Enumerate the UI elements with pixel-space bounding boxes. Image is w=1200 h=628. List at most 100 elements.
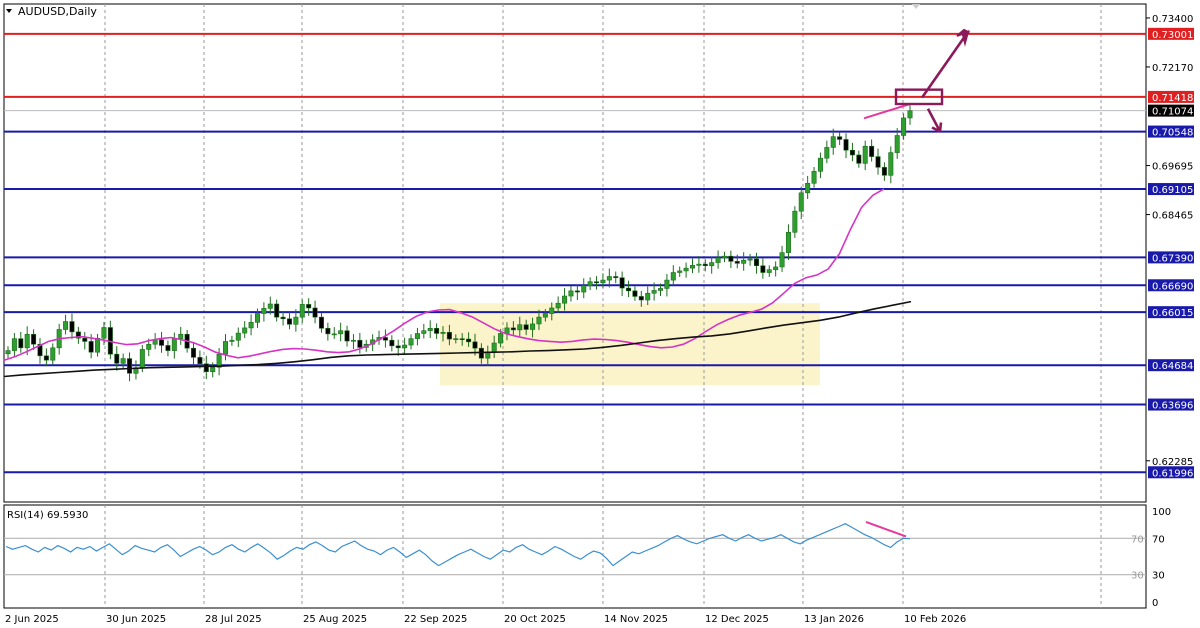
candle-body: [581, 285, 587, 293]
rsi-level-label: 30: [1131, 571, 1144, 582]
candle-body: [785, 231, 791, 253]
candle-body: [235, 332, 241, 341]
candle-body: [766, 269, 772, 273]
candle-body: [229, 339, 235, 342]
x-tick-label: 13 Jan 2026: [804, 614, 864, 625]
down-arrow-line: [926, 108, 942, 133]
candle-body: [261, 308, 267, 314]
candle-body: [670, 272, 676, 281]
x-tick-label: 30 Jun 2025: [106, 614, 166, 625]
candle-body: [753, 258, 759, 267]
candle-body: [267, 303, 273, 309]
candle-body: [120, 358, 126, 364]
candle-body: [702, 263, 708, 267]
candle-body: [350, 339, 356, 342]
candle-body: [664, 279, 670, 289]
down-arrow-head: [931, 122, 943, 133]
up-arrow-line: [920, 31, 970, 99]
candle-body: [434, 327, 440, 334]
candle-body: [728, 255, 734, 262]
candle-body: [709, 262, 715, 267]
level-price-tag: [1148, 251, 1194, 264]
candle-body: [427, 327, 433, 331]
price-divergence-line: [863, 103, 911, 120]
candle-body: [127, 358, 133, 374]
candle-body: [414, 333, 420, 339]
candle-body: [696, 263, 702, 266]
candle-body: [600, 279, 606, 284]
price-axis: 0.73001 0.71418 0.70548 0.69105 0.67390 0.666…: [1146, 14, 1194, 479]
candle-body: [242, 327, 248, 334]
level-price-text: 0.61996: [1152, 468, 1193, 479]
level-price-tag: [1148, 359, 1194, 372]
candle-body: [459, 338, 465, 340]
candle-body: [37, 343, 43, 357]
level-price-text: 0.71418: [1152, 93, 1193, 104]
candle-body: [24, 333, 30, 349]
candle-body: [159, 339, 165, 346]
ma-slow-line: [3, 300, 912, 378]
candle-body: [440, 331, 446, 334]
candle-body: [453, 338, 459, 340]
candle-body: [248, 322, 254, 329]
candle-body: [274, 303, 280, 318]
x-tick-label: 20 Oct 2025: [504, 614, 566, 625]
candle-body: [498, 333, 504, 344]
candle-body: [881, 167, 887, 176]
x-tick-label: 12 Dec 2025: [705, 614, 769, 625]
candle-body: [779, 252, 785, 268]
candle-body: [197, 357, 203, 365]
candle-body: [869, 145, 875, 157]
candle-body: [210, 367, 216, 373]
rsi-panel: 100 70 70 30 30 0: [4, 507, 1171, 609]
candle-body: [587, 281, 593, 286]
candle-body: [95, 337, 101, 353]
candle-body: [389, 339, 395, 347]
candle-body: [517, 324, 523, 331]
level-price-tag: [1148, 27, 1194, 40]
level-price-text: 0.63696: [1152, 401, 1193, 412]
candle-body: [817, 157, 823, 172]
candle-body: [510, 327, 516, 331]
candle-body: [523, 324, 529, 330]
level-price-tag: [1148, 306, 1194, 319]
candle-body: [837, 136, 843, 140]
candle-body: [5, 350, 11, 355]
candle-body: [555, 302, 561, 309]
candle-body: [43, 355, 49, 361]
collapse-icon[interactable]: [6, 9, 12, 13]
candle-body: [325, 327, 331, 335]
level-price-tag: [1148, 398, 1194, 411]
breakout-box: [894, 88, 944, 106]
level-price-tag: [1148, 183, 1194, 196]
candle-body: [63, 321, 69, 330]
candle-body: [101, 327, 107, 339]
candle-body: [31, 333, 37, 345]
candle-body: [792, 210, 798, 233]
annotations: [863, 4, 971, 133]
candle-body: [741, 259, 747, 264]
candle-body: [88, 341, 94, 353]
candle-body: [901, 117, 907, 136]
x-tick-label: 14 Nov 2025: [604, 614, 668, 625]
candle-body: [491, 342, 497, 353]
candle-body: [715, 257, 721, 263]
candle-body: [888, 152, 894, 176]
candle-body: [683, 267, 689, 272]
grid: [104, 4, 1102, 608]
x-tick-label: 25 Aug 2025: [303, 614, 367, 625]
candle-body: [747, 258, 753, 261]
level-price-text: 0.66015: [1152, 308, 1193, 319]
candle-body: [862, 145, 868, 164]
ma-fast-line: [3, 188, 885, 361]
candle-body: [306, 304, 312, 309]
y-tick-label: 0.72170: [1152, 63, 1193, 74]
candle-body: [216, 353, 222, 368]
candle-body: [171, 338, 177, 351]
candle-body: [638, 296, 644, 301]
candle-body: [626, 287, 632, 292]
level-price-tag: [1148, 125, 1194, 138]
candles: [5, 105, 913, 382]
rsi-tick-label: 70: [1152, 534, 1165, 545]
